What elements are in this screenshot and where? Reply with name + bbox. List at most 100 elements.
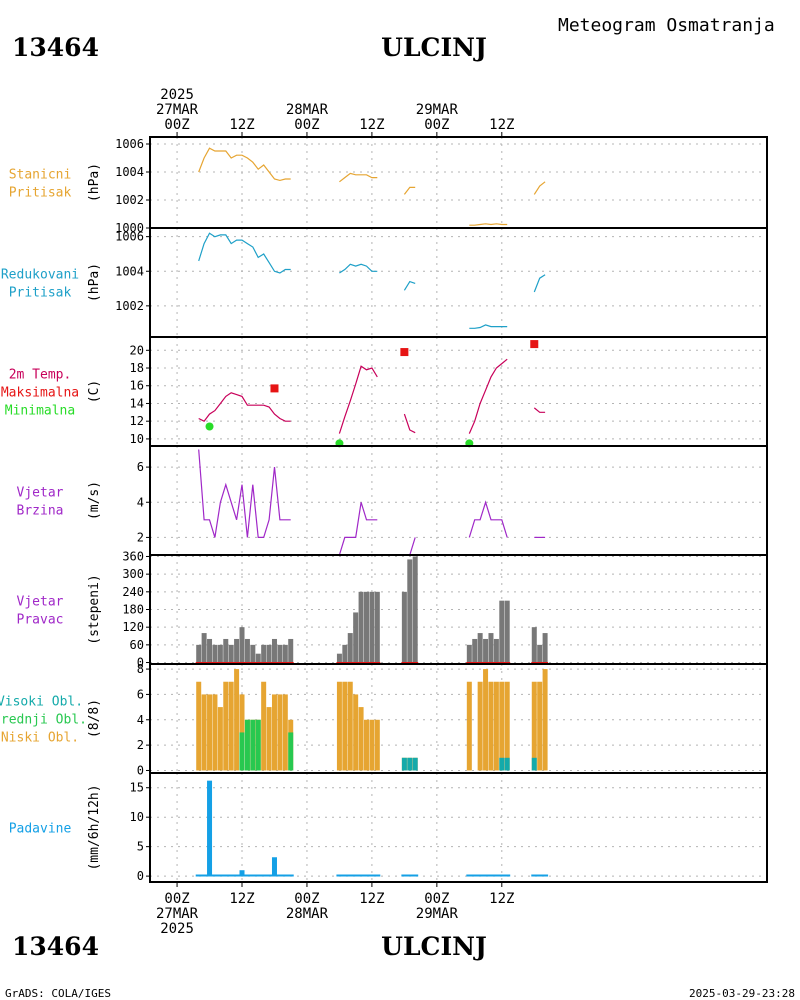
bar xyxy=(261,644,267,663)
bar xyxy=(531,757,537,771)
bar xyxy=(288,732,294,771)
y-tick-label: 240 xyxy=(122,585,144,599)
panel-data xyxy=(198,147,546,226)
bar xyxy=(407,559,413,663)
panel-label: Vjetar xyxy=(17,486,64,501)
bar xyxy=(244,638,250,663)
bar xyxy=(353,694,359,771)
bar xyxy=(212,694,218,771)
bar xyxy=(542,633,548,663)
panel-label: Padavine xyxy=(9,822,72,837)
bar xyxy=(207,694,213,771)
bar xyxy=(504,757,510,771)
bar xyxy=(239,732,245,771)
bar xyxy=(493,638,499,663)
bar xyxy=(477,633,483,663)
bar xyxy=(358,707,364,771)
panel-4: 2 4 6 (m/s) Vjetar Brzina xyxy=(17,445,768,556)
bar xyxy=(499,681,505,771)
min-temp-marker xyxy=(205,422,214,431)
x-label-bottom: 00Z xyxy=(164,891,189,907)
panel-data xyxy=(198,358,546,434)
y-tick-label: 20 xyxy=(130,343,144,357)
bar xyxy=(342,681,348,771)
bar xyxy=(223,638,229,663)
y-tick-label: 60 xyxy=(130,638,144,652)
y-tick-label: 1002 xyxy=(115,193,144,207)
y-tick-label: 10 xyxy=(130,810,144,824)
series-line xyxy=(533,407,546,413)
bar xyxy=(212,644,218,663)
bar xyxy=(504,600,510,663)
bar xyxy=(374,719,380,771)
bar xyxy=(477,681,483,771)
product-title: Meteogram Osmatranja xyxy=(558,15,775,36)
y-axis-label: (C) xyxy=(87,380,102,403)
bar xyxy=(277,694,283,771)
bar xyxy=(271,638,277,663)
x-label-top: 00Z xyxy=(294,117,319,133)
panel-label: Pritisak xyxy=(9,186,72,201)
bar xyxy=(250,644,256,663)
panel-label: Visoki Obl. xyxy=(0,695,83,710)
bar xyxy=(499,600,505,663)
panel-5: 0 60 120 180 240 300 360 (stepeni) Vjetar Pravac xyxy=(17,549,768,670)
panel-6: 0 2 4 6 8 (8/8) Visoki Obl. Srednji Obl. Niski O… xyxy=(0,662,768,777)
y-tick-label: 1004 xyxy=(115,165,144,179)
y-tick-label: 0 xyxy=(137,656,144,670)
y-tick-label: 6 xyxy=(137,460,144,474)
y-tick-label: 6 xyxy=(137,687,144,701)
x-label-top: 12Z xyxy=(489,117,514,133)
bar xyxy=(217,707,223,771)
y-tick-label: 180 xyxy=(122,603,144,617)
bar xyxy=(223,681,229,771)
series-line xyxy=(403,413,416,434)
x-label-top: 29MAR xyxy=(416,102,459,118)
x-label-top: 00Z xyxy=(164,117,189,133)
x-label-bottom: 12Z xyxy=(359,891,384,907)
bar xyxy=(353,612,359,663)
bar xyxy=(401,757,407,771)
bar xyxy=(217,644,223,663)
series-line xyxy=(533,181,546,195)
bar xyxy=(347,681,353,771)
y-axis-label: (m/s) xyxy=(87,481,102,520)
bar xyxy=(412,556,418,663)
bar xyxy=(342,644,348,663)
panel-label: Pritisak xyxy=(9,286,72,301)
series-line xyxy=(468,358,508,434)
bar xyxy=(282,694,288,771)
series-line xyxy=(469,324,508,329)
panel-data xyxy=(195,780,549,877)
series-line xyxy=(469,223,508,226)
panel-data xyxy=(198,232,546,329)
panel-frame xyxy=(149,336,768,447)
bar xyxy=(537,681,543,771)
credit: GrADS: COLA/IGES xyxy=(5,987,111,1000)
panel-label: Brzina xyxy=(17,504,64,519)
bar xyxy=(407,757,413,771)
y-tick-label: 10 xyxy=(130,432,144,446)
panel-data xyxy=(195,556,549,664)
panel-frame xyxy=(149,136,768,229)
y-axis-label: (hPa) xyxy=(87,163,102,202)
y-tick-label: 4 xyxy=(137,495,144,509)
bar xyxy=(255,653,261,663)
x-label-top: 27MAR xyxy=(156,102,199,118)
bar xyxy=(228,644,234,663)
series-line xyxy=(339,172,378,183)
panel-label: Niski Obl. xyxy=(1,731,79,746)
bar xyxy=(374,591,380,663)
panel-1: 1000 1002 1004 1006 (hPa) Stanicni Pritisak xyxy=(9,136,768,235)
bar xyxy=(358,591,364,663)
series-line xyxy=(198,449,291,539)
bar xyxy=(363,591,369,663)
y-tick-label: 2 xyxy=(137,738,144,752)
panel-data xyxy=(198,449,546,555)
x-label-bottom: 12Z xyxy=(229,891,254,907)
series-line xyxy=(198,147,291,182)
bar xyxy=(542,669,548,771)
panel-data xyxy=(196,669,548,771)
bar xyxy=(282,644,288,663)
bar xyxy=(244,719,250,771)
